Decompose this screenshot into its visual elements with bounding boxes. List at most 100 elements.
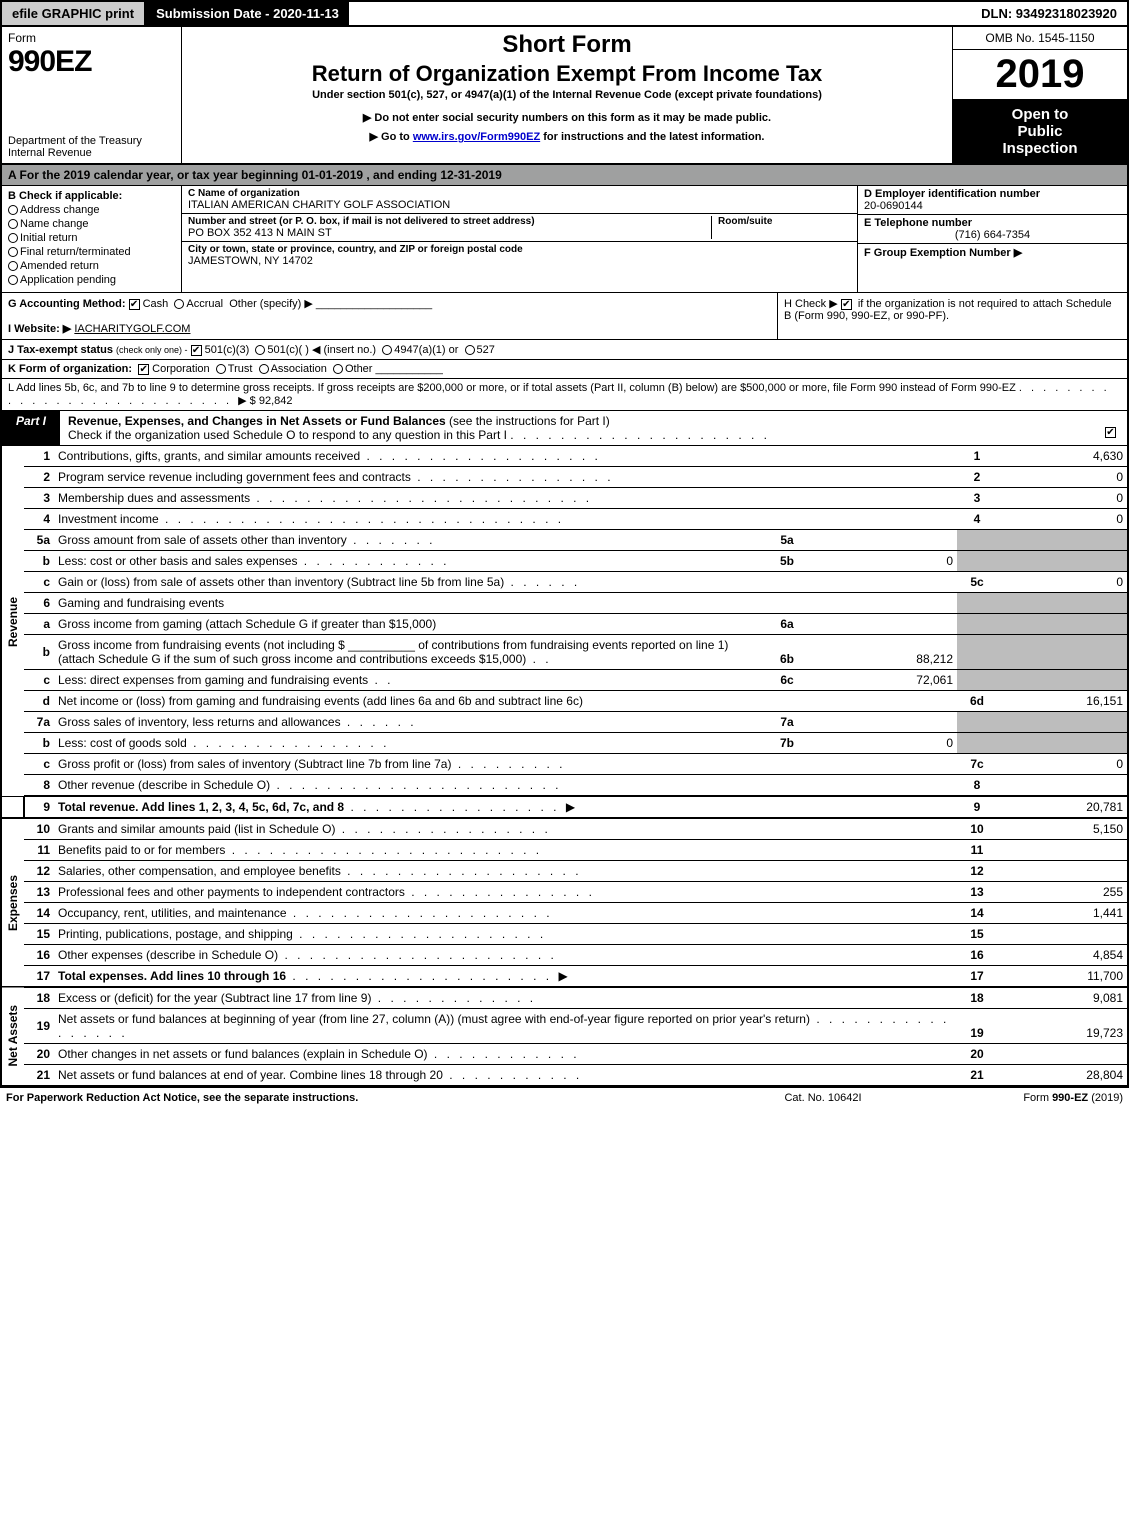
section-l-text: L Add lines 5b, 6c, and 7b to line 9 to … <box>8 382 1016 394</box>
line-13: 13 Professional fees and other payments … <box>2 882 1127 903</box>
chk-amended-return[interactable]: Amended return <box>8 260 175 272</box>
line-5b-value: 0 <box>807 551 957 572</box>
line-6a: a Gross income from gaming (attach Sched… <box>2 614 1127 635</box>
part-1-check-line: Check if the organization used Schedule … <box>68 428 507 442</box>
notice2-post: for instructions and the latest informat… <box>540 131 764 143</box>
line-5a: 5a Gross amount from sale of assets othe… <box>2 530 1127 551</box>
line-20: 20 Other changes in net assets or fund b… <box>2 1044 1127 1065</box>
line-10-value: 5,150 <box>997 818 1127 840</box>
tax-exempt-sub: (check only one) - <box>116 345 188 355</box>
line-16-value: 4,854 <box>997 945 1127 966</box>
irs-link[interactable]: www.irs.gov/Form990EZ <box>413 131 540 143</box>
line-7c-value: 0 <box>997 754 1127 775</box>
chk-trust[interactable] <box>216 364 226 374</box>
section-h: H Check ▶ if the organization is not req… <box>777 293 1127 339</box>
revenue-side-label: Revenue <box>2 446 24 796</box>
part-1-title: Revenue, Expenses, and Changes in Net As… <box>60 411 1097 445</box>
tax-year: 2019 <box>953 50 1127 100</box>
dln-label: DLN: 93492318023920 <box>971 2 1127 25</box>
inspect-line1: Open to <box>957 106 1123 123</box>
form-word: Form <box>8 31 175 45</box>
other-specify: Other (specify) ▶ <box>229 298 313 310</box>
part-1-checkbox[interactable] <box>1097 411 1127 445</box>
header-right: OMB No. 1545-1150 2019 Open to Public In… <box>952 27 1127 163</box>
line-8-9: 8 Other revenue (describe in Schedule O)… <box>2 775 1127 797</box>
line-7b: b Less: cost of goods sold . . . . . . .… <box>2 733 1127 754</box>
chk-final-return[interactable]: Final return/terminated <box>8 246 175 258</box>
subtitle: Under section 501(c), 527, or 4947(a)(1)… <box>190 89 944 101</box>
section-j: J Tax-exempt status (check only one) - 5… <box>2 340 1127 360</box>
topbar-spacer <box>351 2 971 25</box>
street-label: Number and street (or P. O. box, if mail… <box>188 216 711 227</box>
chk-application-pending[interactable]: Application pending <box>8 274 175 286</box>
line-21: 21 Net assets or fund balances at end of… <box>2 1065 1127 1086</box>
chk-501c3[interactable] <box>191 345 202 356</box>
line-6c: c Less: direct expenses from gaming and … <box>2 670 1127 691</box>
line-2-value: 0 <box>997 467 1127 488</box>
chk-accrual[interactable] <box>174 299 184 309</box>
line-7a-value <box>807 712 957 733</box>
org-name: ITALIAN AMERICAN CHARITY GOLF ASSOCIATIO… <box>188 199 851 211</box>
phone-value: (716) 664-7354 <box>864 229 1121 241</box>
line-6a-value <box>807 614 957 635</box>
ein-label: D Employer identification number <box>864 188 1121 200</box>
chk-cash[interactable] <box>129 299 140 310</box>
inspect-line3: Inspection <box>957 140 1123 157</box>
city-value: JAMESTOWN, NY 14702 <box>188 255 851 267</box>
line-6c-value: 72,061 <box>807 670 957 691</box>
line-6b: b Gross income from fundraising events (… <box>2 635 1127 670</box>
main-title: Return of Organization Exempt From Incom… <box>190 61 944 87</box>
ein-value: 20-0690144 <box>864 200 1121 212</box>
form-outer: Form 990EZ Department of the Treasury In… <box>0 25 1129 1088</box>
footer-right: Form 990-EZ (2019) <box>923 1092 1123 1104</box>
accounting-method-label: G Accounting Method: <box>8 298 126 310</box>
notice2-pre: ▶ Go to <box>370 131 413 143</box>
line-20-value <box>997 1044 1127 1065</box>
chk-association[interactable] <box>259 364 269 374</box>
chk-527[interactable] <box>465 345 475 355</box>
chk-initial-return[interactable]: Initial return <box>8 232 175 244</box>
line-6b-value: 88,212 <box>807 635 957 670</box>
chk-address-change[interactable]: Address change <box>8 204 175 216</box>
street-value: PO BOX 352 413 N MAIN ST <box>188 227 711 239</box>
footer-left: For Paperwork Reduction Act Notice, see … <box>6 1092 723 1104</box>
line-15-value <box>997 924 1127 945</box>
chk-schedule-b-not-required[interactable] <box>841 299 852 310</box>
footer-cat-no: Cat. No. 10642I <box>723 1092 923 1104</box>
info-block: B Check if applicable: Address change Na… <box>2 186 1127 293</box>
website-label: I Website: ▶ <box>8 323 71 335</box>
line-21-value: 28,804 <box>997 1065 1127 1086</box>
chk-name-change[interactable]: Name change <box>8 218 175 230</box>
line-4: 4 Investment income . . . . . . . . . . … <box>2 509 1127 530</box>
part-1-tab: Part I <box>2 411 60 445</box>
line-17: 17 Total expenses. Add lines 10 through … <box>2 966 1127 988</box>
expenses-side-label: Expenses <box>2 818 24 987</box>
header-center: Short Form Return of Organization Exempt… <box>182 27 952 163</box>
page-footer: For Paperwork Reduction Act Notice, see … <box>0 1088 1129 1108</box>
omb-number: OMB No. 1545-1150 <box>953 27 1127 50</box>
chk-4947[interactable] <box>382 345 392 355</box>
notice-1: ▶ Do not enter social security numbers o… <box>190 111 944 124</box>
line-10: Expenses 10 Grants and similar amounts p… <box>2 818 1127 840</box>
line-6: 6 Gaming and fundraising events <box>2 593 1127 614</box>
line-7a: 7a Gross sales of inventory, less return… <box>2 712 1127 733</box>
form-header: Form 990EZ Department of the Treasury In… <box>2 27 1127 165</box>
line-11: 11 Benefits paid to or for members . . .… <box>2 840 1127 861</box>
short-form-title: Short Form <box>190 31 944 59</box>
inspect-line2: Public <box>957 123 1123 140</box>
phone-label: E Telephone number <box>864 217 1121 229</box>
chk-corporation[interactable] <box>138 364 149 375</box>
line-18-value: 9,081 <box>997 987 1127 1009</box>
net-assets-side-label: Net Assets <box>2 987 24 1086</box>
line-13-value: 255 <box>997 882 1127 903</box>
line-5c-value: 0 <box>997 572 1127 593</box>
chk-501c[interactable] <box>255 345 265 355</box>
line-3-value: 0 <box>997 488 1127 509</box>
line-5b: b Less: cost or other basis and sales ex… <box>2 551 1127 572</box>
line-12-value <box>997 861 1127 882</box>
form-of-org-label: K Form of organization: <box>8 363 132 375</box>
efile-print-button[interactable]: efile GRAPHIC print <box>2 2 146 25</box>
form-number: 990EZ <box>8 45 175 79</box>
chk-other-org[interactable] <box>333 364 343 374</box>
line-11-value <box>997 840 1127 861</box>
